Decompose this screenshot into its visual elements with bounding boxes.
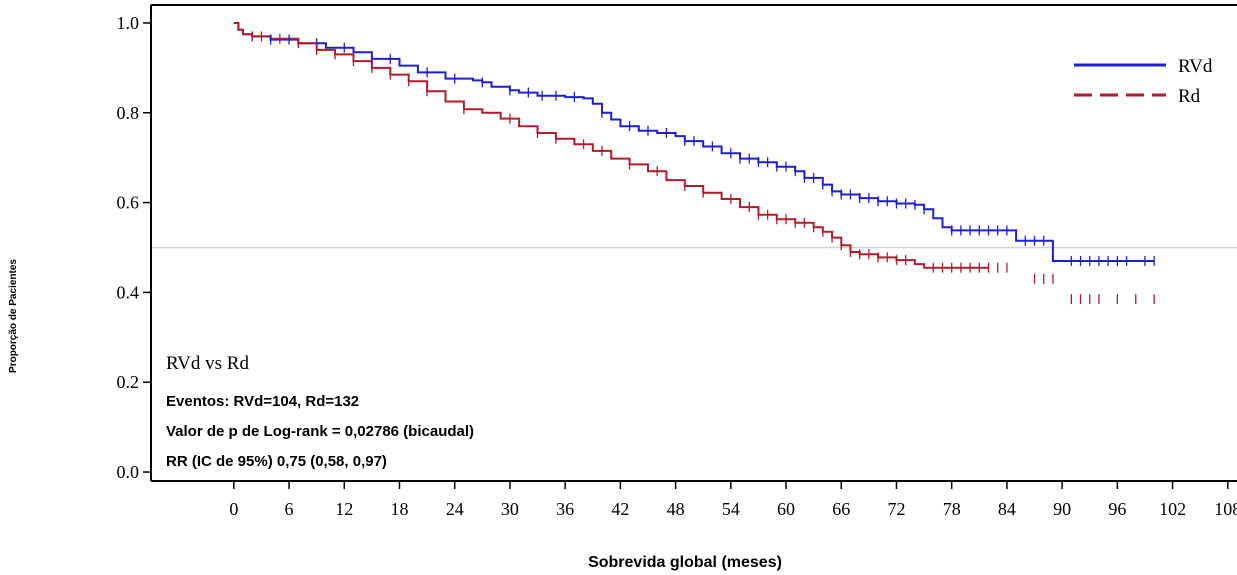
x-tick-label: 90 [1053,499,1071,519]
comparison-label: RVd vs Rd [166,353,249,374]
axes-layer: 0.0 0.2 0.4 0.6 0.8 1.0 0 6 12 18 24 30 36 42 48 54 60 66… [117,4,1237,519]
x-tick-label: 102 [1159,499,1186,519]
x-tick-label: 78 [943,499,961,519]
legend: RVd Rd [1074,56,1213,107]
events-text: Eventos: RVd=104, Rd=132 [166,393,359,410]
legend-label-rvd: RVd [1178,56,1213,77]
x-axis-label: Sobrevida global (meses) [588,554,782,571]
x-tick-label: 84 [998,499,1016,519]
x-tick-label: 72 [887,499,905,519]
x-tick-label: 96 [1108,499,1126,519]
y-tick-label: 0.4 [117,282,140,302]
x-tick-label: 6 [285,499,294,519]
y-axis-label: Proporção de Pacientes [8,259,19,373]
x-tick-label: 36 [556,499,574,519]
x-tick-label: 18 [390,499,408,519]
x-tick-label: 42 [611,499,629,519]
x-tick-label: 60 [777,499,795,519]
y-tick-label: 0.6 [117,193,140,213]
x-tick-label: 0 [229,499,238,519]
y-tick-label: 0.0 [117,462,140,482]
hazard-ratio-text: RR (IC de 95%) 0,75 (0,58, 0,97) [166,453,387,470]
stats-annotation: RVd vs Rd Eventos: RVd=104, Rd=132 Valor… [166,353,474,470]
censor-layer [251,31,1155,305]
y-tick-label: 0.2 [117,372,140,392]
x-tick-label: 30 [501,499,519,519]
x-tick-label: 48 [667,499,685,519]
x-tick-label: 24 [446,499,464,519]
x-tick-label: 66 [832,499,850,519]
pvalue-text: Valor de p de Log-rank = 0,02786 (bicaud… [166,423,474,440]
y-tick-label: 1.0 [117,13,140,33]
legend-label-rd: Rd [1178,86,1201,107]
x-tick-label: 12 [335,499,353,519]
x-tick-label: 108 [1214,499,1237,519]
y-tick-label: 0.8 [117,103,140,123]
x-tick-label: 54 [722,499,740,519]
